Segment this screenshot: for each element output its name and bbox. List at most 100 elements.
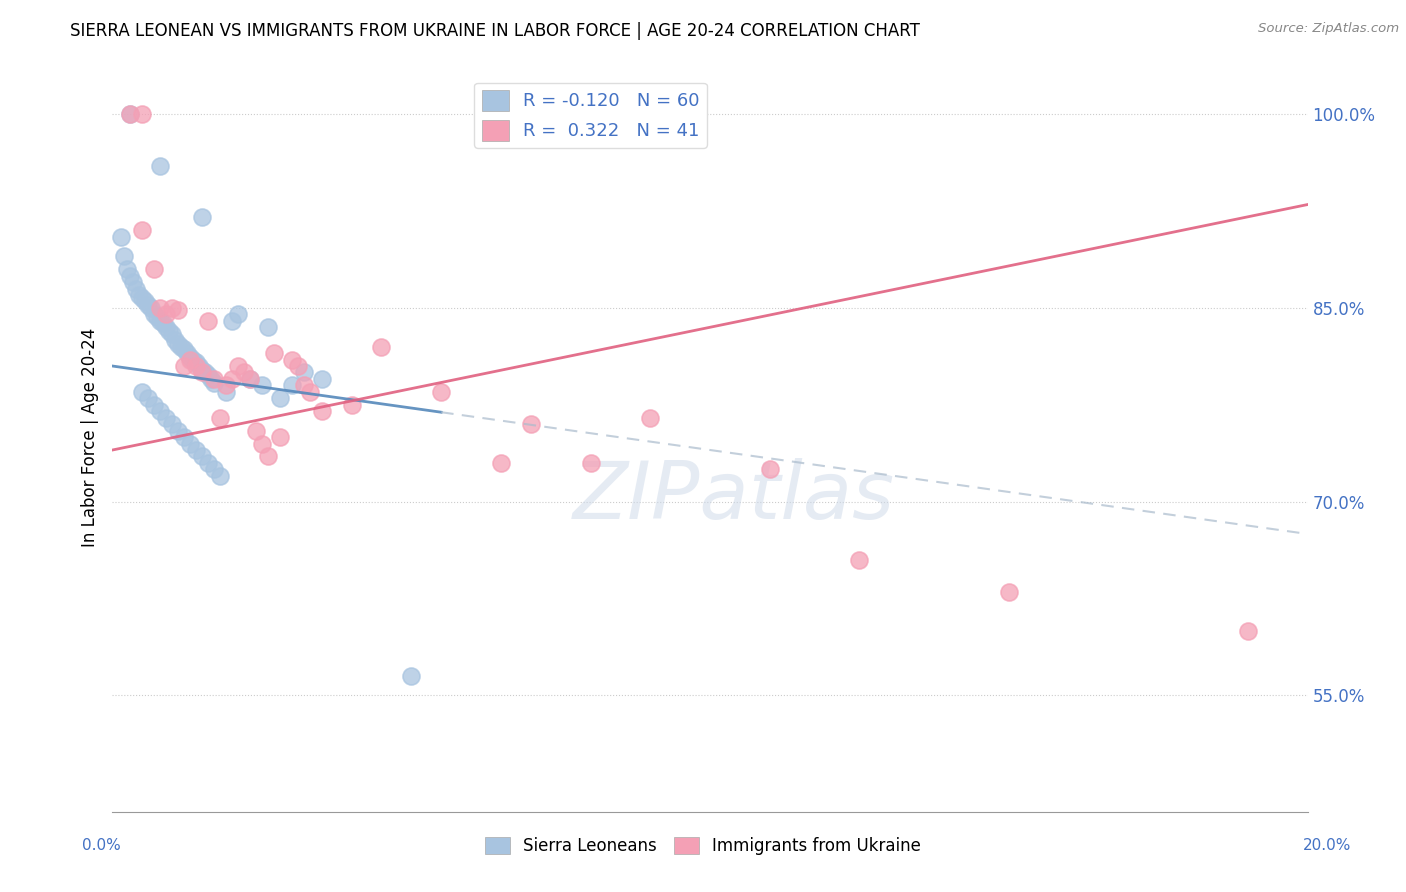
Point [197, 314, 219, 328]
Point [263, 346, 285, 360]
Point [640, 410, 662, 425]
Point [167, 424, 190, 438]
Point [311, 372, 333, 386]
Point [120, 107, 142, 121]
Point [1237, 624, 1260, 638]
Point [188, 359, 211, 373]
Point [149, 404, 172, 418]
Point [998, 585, 1021, 599]
Point [520, 417, 543, 432]
Point [143, 398, 166, 412]
Point [181, 352, 204, 367]
Point [131, 291, 153, 305]
Text: ZIPatlas: ZIPatlas [572, 458, 896, 536]
Point [149, 314, 172, 328]
Point [848, 553, 870, 567]
Point [155, 307, 177, 321]
Point [152, 317, 174, 331]
Point [173, 343, 195, 357]
Point [131, 107, 153, 121]
Point [162, 326, 183, 341]
Point [141, 301, 163, 315]
Point [138, 392, 160, 406]
Point [257, 320, 280, 334]
Point [110, 230, 132, 244]
Point [125, 281, 148, 295]
Text: SIERRA LEONEAN VS IMMIGRANTS FROM UKRAINE IN LABOR FORCE | AGE 20-24 CORRELATION: SIERRA LEONEAN VS IMMIGRANTS FROM UKRAIN… [70, 22, 920, 40]
Point [186, 355, 208, 369]
Point [233, 366, 256, 380]
Point [579, 456, 602, 470]
Point [221, 372, 243, 386]
Point [120, 268, 142, 283]
Point [202, 372, 225, 386]
Point [179, 350, 201, 364]
Point [209, 410, 232, 425]
Point [239, 372, 262, 386]
Point [179, 436, 201, 450]
Point [401, 669, 423, 683]
Point [250, 436, 273, 450]
Point [114, 249, 135, 263]
Point [215, 378, 238, 392]
Point [143, 307, 166, 321]
Point [292, 366, 315, 380]
Point [120, 107, 142, 121]
Point [176, 346, 198, 360]
Point [200, 372, 222, 386]
Point [138, 298, 160, 312]
Point [173, 359, 195, 373]
Text: Source: ZipAtlas.com: Source: ZipAtlas.com [1258, 22, 1399, 36]
Point [311, 404, 333, 418]
Point [149, 301, 172, 315]
Point [759, 462, 782, 476]
Point [340, 398, 363, 412]
Text: 20.0%: 20.0% [1303, 838, 1351, 853]
Point [186, 359, 208, 373]
Point [131, 384, 153, 399]
Point [191, 211, 214, 225]
Point [245, 424, 267, 438]
Point [173, 430, 195, 444]
Point [131, 223, 153, 237]
Point [281, 352, 304, 367]
Point [122, 275, 145, 289]
Point [162, 301, 183, 315]
Point [221, 314, 243, 328]
Legend: R = -0.120   N = 60, R =  0.322   N = 41: R = -0.120 N = 60, R = 0.322 N = 41 [474, 83, 707, 148]
Point [146, 310, 169, 324]
Point [157, 324, 180, 338]
Point [269, 392, 291, 406]
Point [143, 262, 166, 277]
Legend: Sierra Leoneans, Immigrants from Ukraine: Sierra Leoneans, Immigrants from Ukraine [478, 830, 928, 862]
Point [257, 450, 280, 464]
Point [191, 363, 214, 377]
Point [287, 359, 309, 373]
Point [155, 410, 177, 425]
Point [298, 384, 321, 399]
Point [149, 159, 172, 173]
Point [292, 378, 315, 392]
Point [197, 368, 219, 382]
Point [179, 352, 201, 367]
Point [281, 378, 304, 392]
Point [170, 340, 193, 354]
Point [194, 366, 217, 380]
Point [191, 450, 214, 464]
Point [128, 288, 150, 302]
Point [215, 384, 238, 399]
Point [226, 359, 249, 373]
Point [167, 303, 190, 318]
Point [186, 442, 208, 457]
Point [209, 468, 232, 483]
Y-axis label: In Labor Force | Age 20-24: In Labor Force | Age 20-24 [80, 327, 98, 547]
Point [202, 462, 225, 476]
Point [430, 384, 453, 399]
Point [155, 320, 177, 334]
Point [239, 372, 262, 386]
Point [370, 340, 392, 354]
Point [489, 456, 512, 470]
Point [269, 430, 291, 444]
Point [226, 307, 249, 321]
Point [117, 262, 139, 277]
